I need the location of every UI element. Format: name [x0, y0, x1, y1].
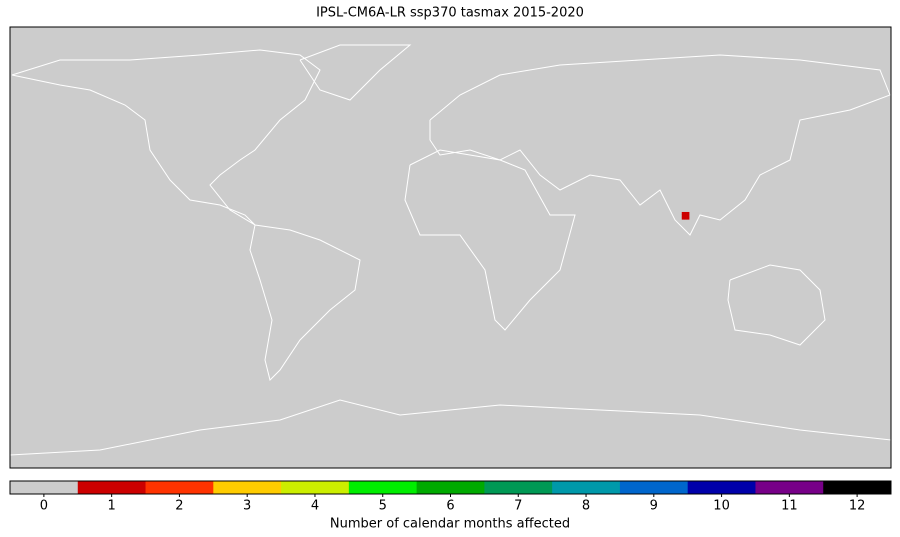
colorbar-segment — [552, 481, 621, 494]
colorbar-tick-label: 2 — [175, 499, 183, 514]
grid-cell — [681, 216, 685, 220]
colorbar-tick-label: 0 — [40, 499, 48, 514]
grid-cell — [686, 216, 690, 220]
colorbar-frame — [9, 480, 892, 495]
grid-cell — [684, 211, 687, 215]
grid-cell — [686, 211, 690, 215]
colorbar-segment — [213, 481, 282, 494]
grid-cell — [684, 214, 687, 218]
colorbar-segment — [348, 481, 418, 494]
colorbar-segment — [77, 481, 147, 494]
coastline — [11, 49, 321, 226]
colorbar-segment — [10, 481, 79, 494]
colorbar-segment — [619, 481, 689, 494]
grid-cell — [681, 211, 685, 215]
colorbar-segment — [484, 481, 553, 494]
grid-cell — [684, 216, 687, 220]
colorbar-segment — [416, 481, 485, 494]
map-area — [10, 27, 891, 468]
coastline — [727, 264, 826, 346]
colorbar-tick-label: 9 — [650, 499, 658, 514]
colorbar-tick-label: 1 — [108, 499, 116, 514]
grid-cell — [686, 214, 690, 218]
colorbar-segment — [755, 481, 824, 494]
colorbar-tick-label: 11 — [781, 499, 798, 514]
grid-cell — [681, 214, 685, 218]
colorbar-segment — [687, 481, 756, 494]
colorbar-tick-label: 10 — [713, 499, 730, 514]
colorbar-segment — [823, 481, 892, 494]
colorbar-segment — [281, 481, 350, 494]
coastline — [249, 224, 361, 381]
colorbar-tick-label: 6 — [446, 499, 454, 514]
colorbar-tick-label: 7 — [514, 499, 522, 514]
map-frame — [9, 26, 892, 469]
colorbar-tick-label: 5 — [379, 499, 387, 514]
colorbar-segment — [145, 481, 214, 494]
coastline — [429, 54, 891, 236]
coastline — [299, 44, 412, 101]
map-title: IPSL-CM6A-LR ssp370 tasmax 2015-2020 — [316, 6, 584, 21]
colorbar-tick-label: 3 — [243, 499, 251, 514]
colorbar-tick-label: 8 — [582, 499, 590, 514]
colorbar-tick-label: 4 — [311, 499, 319, 514]
colorbar-label: Number of calendar months affected — [330, 517, 570, 532]
colorbar-tick-label: 12 — [849, 499, 866, 514]
coastlines — [9, 44, 892, 456]
coastline — [9, 399, 892, 456]
coastline — [404, 149, 576, 331]
